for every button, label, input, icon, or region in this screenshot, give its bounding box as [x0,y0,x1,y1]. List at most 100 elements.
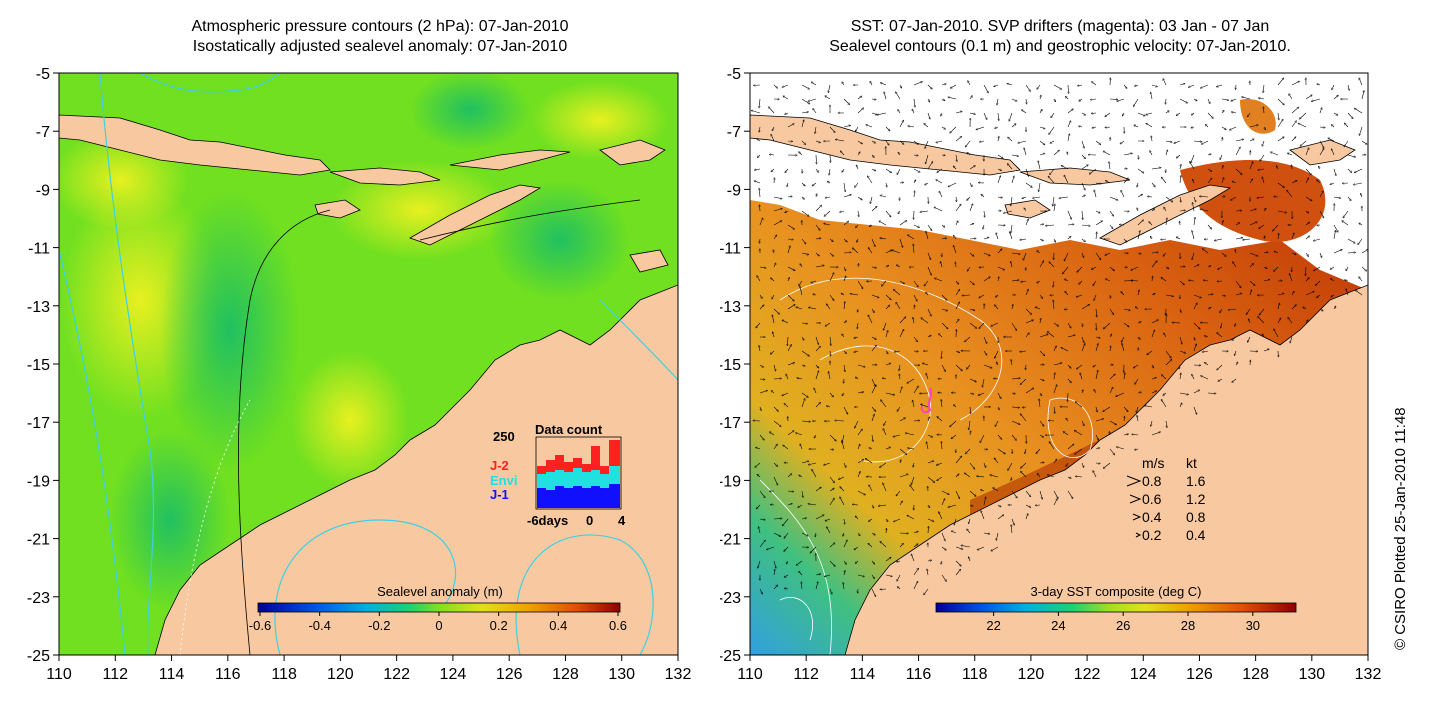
velocity-arrow [1109,448,1115,455]
velocity-arrow [829,449,834,450]
velocity-arrow [801,182,805,186]
velocity-arrow [1180,176,1181,184]
velocity-arrow [955,111,962,114]
velocity-arrow [843,98,849,104]
velocity-arrow [857,472,860,478]
velocity-arrow [801,238,806,244]
velocity-arrow [858,210,859,216]
velocity-arrow [995,305,999,310]
velocity-arrow [785,113,789,114]
velocity-arrow [1274,329,1279,338]
velocity-arrow [1319,191,1323,198]
left-xtick-label: 132 [665,666,692,683]
velocity-arrow [787,345,791,352]
velocity-arrow [1079,126,1083,127]
velocity-arrow [1221,322,1223,328]
velocity-arrow [1221,110,1224,114]
velocity-arrow [980,141,985,142]
velocity-arrow [871,414,874,422]
australia-land [154,284,678,655]
velocity-arrow [1096,308,1097,317]
velocity-arrow [1081,462,1084,467]
velocity-arrow [1151,252,1158,253]
velocity-arrow [1317,294,1321,298]
velocity-arrow [756,322,761,328]
velocity-arrow [815,336,818,344]
velocity-arrow [770,350,775,354]
velocity-arrow [1260,154,1265,161]
velocity-arrow [1289,94,1293,100]
velocity-arrow [1165,141,1172,142]
velocity-arrow [1081,154,1085,159]
velocity-arrow [829,434,836,441]
velocity-arrow [883,429,887,436]
velocity-arrow [843,238,847,242]
velocity-arrow [1217,84,1223,87]
colorbar-tick-label: 28 [1181,618,1195,633]
left-xtick-label: 116 [215,666,241,683]
right-ytick-label: -23 [720,590,741,607]
colorbar-tick-label: -0.4 [308,618,330,633]
velocity-arrow [1050,168,1055,174]
velocity-arrow [1331,279,1335,282]
velocity-arrow [1081,225,1090,226]
velocity-arrow [934,207,943,212]
velocity-arrow [1106,181,1111,184]
velocity-arrow [937,476,943,480]
velocity-arrow [1148,196,1153,197]
speed-kt-1: 1.2 [1186,491,1206,507]
velocity-arrow [1194,217,1195,226]
credit-text: © CSIRO Plotted 25-Jan-2010 11:48 [1392,407,1409,650]
velocity-arrow [940,262,943,268]
velocity-arrow [1217,364,1223,370]
velocity-arrow [881,400,887,408]
velocity-arrow [1054,204,1055,212]
velocity-arrow [815,265,824,268]
velocity-arrow [1053,322,1058,326]
velocity-arrow [813,294,817,295]
velocity-arrow [1162,375,1167,380]
velocity-arrow [1151,330,1154,338]
velocity-arrow [885,363,891,366]
velocity-arrow [1011,420,1020,424]
right-xtick-label: 110 [737,666,763,683]
velocity-arrow [1262,177,1265,184]
velocity-arrow [1263,280,1270,282]
velocity-arrow [842,441,845,450]
velocity-arrow [1046,225,1055,226]
velocity-arrow [799,152,803,156]
right-xtick-label: 118 [962,666,988,683]
velocity-arrow [885,392,895,395]
right-title-line2: Sealevel contours (0.1 m) and geostrophi… [829,38,1291,55]
velocity-arrow [1179,403,1182,408]
velocity-arrow [825,197,831,198]
velocity-arrow [900,460,901,464]
velocity-arrow [1235,168,1242,175]
velocity-arrow [1037,251,1041,254]
colorbar-tick-label: 0 [435,618,442,633]
velocity-arrow [782,392,789,396]
velocity-arrow [899,317,906,324]
velocity-arrow [913,224,919,227]
velocity-arrow [995,350,999,358]
velocity-arrow [1075,402,1083,408]
velocity-arrow [941,308,948,311]
velocity-arrow [773,444,777,450]
velocity-arrow [773,221,782,226]
velocity-arrow [1179,336,1182,344]
velocity-arrow [1193,179,1194,184]
velocity-arrow [1305,178,1308,184]
velocity-arrow [893,290,901,296]
velocity-arrow [801,323,807,324]
velocity-arrow [1110,346,1111,352]
right-xtick-label: 130 [1298,666,1325,683]
velocity-arrow [1117,98,1125,101]
velocity-arrow [1274,251,1279,254]
velocity-arrow [1067,378,1071,383]
left-panel-title: Atmospheric pressure contours (2 hPa): 0… [40,17,720,57]
velocity-arrow [1053,346,1056,352]
velocity-arrow [1263,349,1269,352]
velocity-arrow [1134,364,1139,368]
velocity-arrow [1103,406,1111,412]
velocity-arrow [1039,350,1045,356]
